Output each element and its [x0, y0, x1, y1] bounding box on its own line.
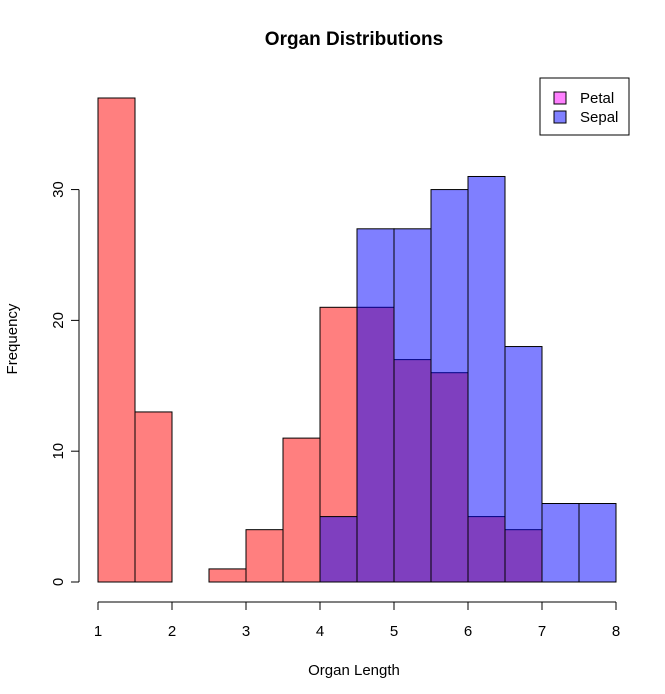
- x-axis: 1 2 3 4 5 6 7 8: [94, 601, 620, 640]
- x-axis-label: Organ Length: [308, 662, 400, 679]
- y-tick-label-2: 20: [50, 312, 67, 329]
- y-axis-label: Frequency: [4, 303, 21, 374]
- y-tick-label-3: 30: [50, 181, 67, 198]
- bar-sepal-4: [467, 175, 506, 583]
- legend-box: [539, 77, 630, 136]
- bar-petal-0: [97, 97, 136, 583]
- chart-title: Organ Distributions: [265, 29, 443, 50]
- bar-sepal-2: [393, 228, 432, 583]
- legend-label-sepal: Sepal: [580, 109, 618, 126]
- x-tick-label-6: 7: [538, 623, 546, 640]
- x-tick-label-1: 2: [168, 623, 176, 640]
- x-tick-label-0: 1: [94, 623, 102, 640]
- bars-layer: [97, 97, 617, 583]
- x-tick-label-2: 3: [242, 623, 250, 640]
- bar-petal-1: [134, 411, 173, 583]
- legend: Petal Sepal: [539, 77, 630, 136]
- bar-sepal-7: [578, 503, 617, 583]
- bar-sepal-5: [504, 346, 543, 583]
- y-axis: 0 10 20 30: [50, 181, 80, 586]
- bar-sepal-1: [356, 228, 395, 583]
- x-tick-label-4: 5: [390, 623, 398, 640]
- bar-sepal-3: [430, 189, 469, 583]
- legend-label-petal: Petal: [580, 90, 614, 107]
- bar-sepal-0: [319, 516, 358, 583]
- x-tick-label-5: 6: [464, 623, 472, 640]
- x-tick-label-3: 4: [316, 623, 324, 640]
- x-tick-label-7: 8: [612, 623, 620, 640]
- legend-swatch-sepal: [553, 110, 567, 124]
- bar-petal-3: [208, 568, 247, 583]
- bar-petal-4: [245, 529, 284, 583]
- bar-petal-5: [282, 437, 321, 583]
- y-tick-label-0: 0: [50, 578, 67, 586]
- bar-sepal-6: [541, 503, 580, 583]
- legend-swatch-petal: [553, 91, 567, 105]
- y-tick-label-1: 10: [50, 443, 67, 460]
